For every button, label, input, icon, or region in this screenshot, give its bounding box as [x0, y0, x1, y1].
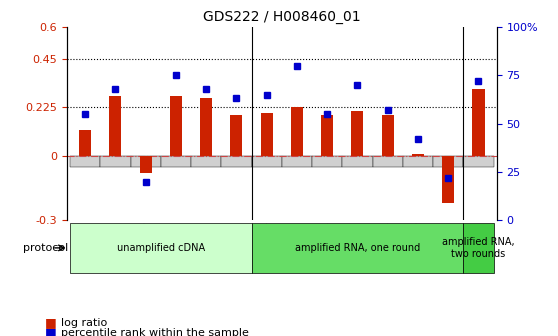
Text: log ratio: log ratio: [61, 318, 108, 328]
FancyBboxPatch shape: [70, 223, 252, 273]
Bar: [261, 113, 273, 156]
Text: percentile rank within the sample: percentile rank within the sample: [61, 328, 249, 336]
FancyBboxPatch shape: [131, 156, 161, 167]
Text: ■: ■: [45, 316, 56, 329]
Bar: [291, 108, 303, 156]
Bar: [352, 111, 363, 156]
FancyBboxPatch shape: [403, 156, 433, 167]
FancyBboxPatch shape: [312, 156, 342, 167]
FancyBboxPatch shape: [252, 156, 282, 167]
Text: amplified RNA,
two rounds: amplified RNA, two rounds: [442, 237, 515, 259]
Bar: [382, 115, 394, 156]
FancyBboxPatch shape: [222, 156, 252, 167]
FancyBboxPatch shape: [282, 156, 312, 167]
Text: ■: ■: [45, 326, 56, 336]
FancyBboxPatch shape: [463, 223, 494, 273]
FancyBboxPatch shape: [70, 156, 100, 167]
Title: GDS222 / H008460_01: GDS222 / H008460_01: [203, 10, 360, 25]
Bar: [442, 156, 454, 203]
FancyBboxPatch shape: [161, 156, 191, 167]
FancyBboxPatch shape: [100, 156, 131, 167]
Bar: [170, 96, 182, 156]
Bar: [79, 130, 91, 156]
Bar: [109, 96, 122, 156]
FancyBboxPatch shape: [342, 156, 373, 167]
Text: protocol: protocol: [23, 243, 69, 253]
FancyBboxPatch shape: [433, 156, 463, 167]
Text: amplified RNA, one round: amplified RNA, one round: [295, 243, 420, 253]
Bar: [412, 154, 424, 156]
FancyBboxPatch shape: [373, 156, 403, 167]
FancyBboxPatch shape: [252, 223, 463, 273]
Bar: [321, 115, 333, 156]
Text: unamplified cDNA: unamplified cDNA: [117, 243, 205, 253]
FancyBboxPatch shape: [191, 156, 222, 167]
FancyBboxPatch shape: [463, 156, 494, 167]
Bar: [230, 115, 243, 156]
Bar: [200, 98, 212, 156]
Bar: [140, 156, 152, 173]
Bar: [473, 89, 484, 156]
